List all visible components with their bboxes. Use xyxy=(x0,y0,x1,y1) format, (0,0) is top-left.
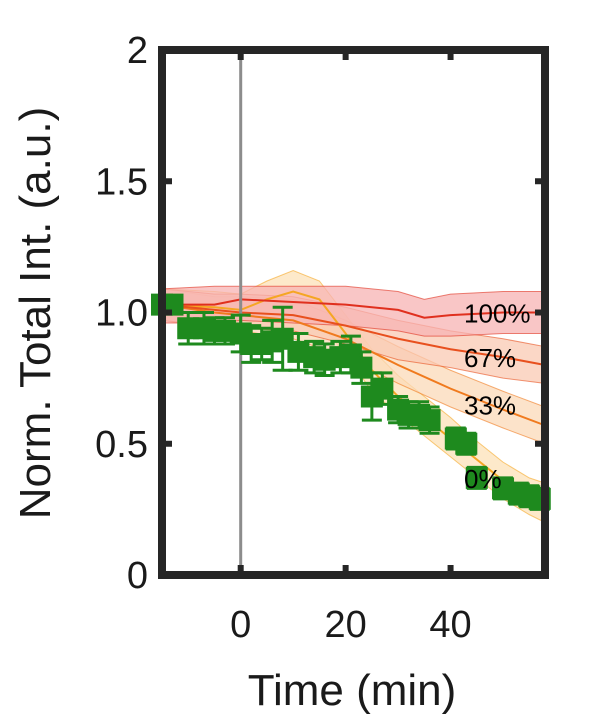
data-point xyxy=(418,405,441,435)
y-tick-label: 0.5 xyxy=(95,424,148,466)
data-point xyxy=(465,465,488,490)
x-tick-label: 20 xyxy=(324,604,366,646)
measured-series xyxy=(151,293,551,511)
series-label-67: 67% xyxy=(464,343,516,373)
marker-square xyxy=(371,377,394,400)
axis-ticks: 00.51.01.520 20 40 xyxy=(95,30,545,646)
line-33 xyxy=(161,303,546,427)
series-label-33: 33% xyxy=(464,390,516,420)
marker-square xyxy=(465,466,488,489)
data-point xyxy=(455,431,478,456)
marker-square xyxy=(455,432,478,455)
series-label-100: 100% xyxy=(464,299,531,329)
marker-square xyxy=(350,356,373,379)
data-point xyxy=(371,371,394,406)
model-lines xyxy=(161,290,546,506)
y-axis-label: Norm. Total Int. (a.u.) xyxy=(11,107,60,519)
x-axis-label: Time (min) xyxy=(248,666,457,715)
y-tick-label: 1.5 xyxy=(95,161,148,203)
x-tick-label: 40 xyxy=(429,604,471,646)
series-labels: 100% 67% 33% 0% xyxy=(464,299,531,494)
x-tick-label: 0 xyxy=(230,604,251,646)
y-tick-label: 2 xyxy=(127,30,148,72)
marker-square xyxy=(418,409,441,432)
y-tick-label: 1.0 xyxy=(95,293,148,335)
line-100 xyxy=(162,298,545,319)
series-label-0: 0% xyxy=(464,464,502,494)
line-67 xyxy=(161,303,546,366)
y-tick-label: 0 xyxy=(127,555,148,597)
